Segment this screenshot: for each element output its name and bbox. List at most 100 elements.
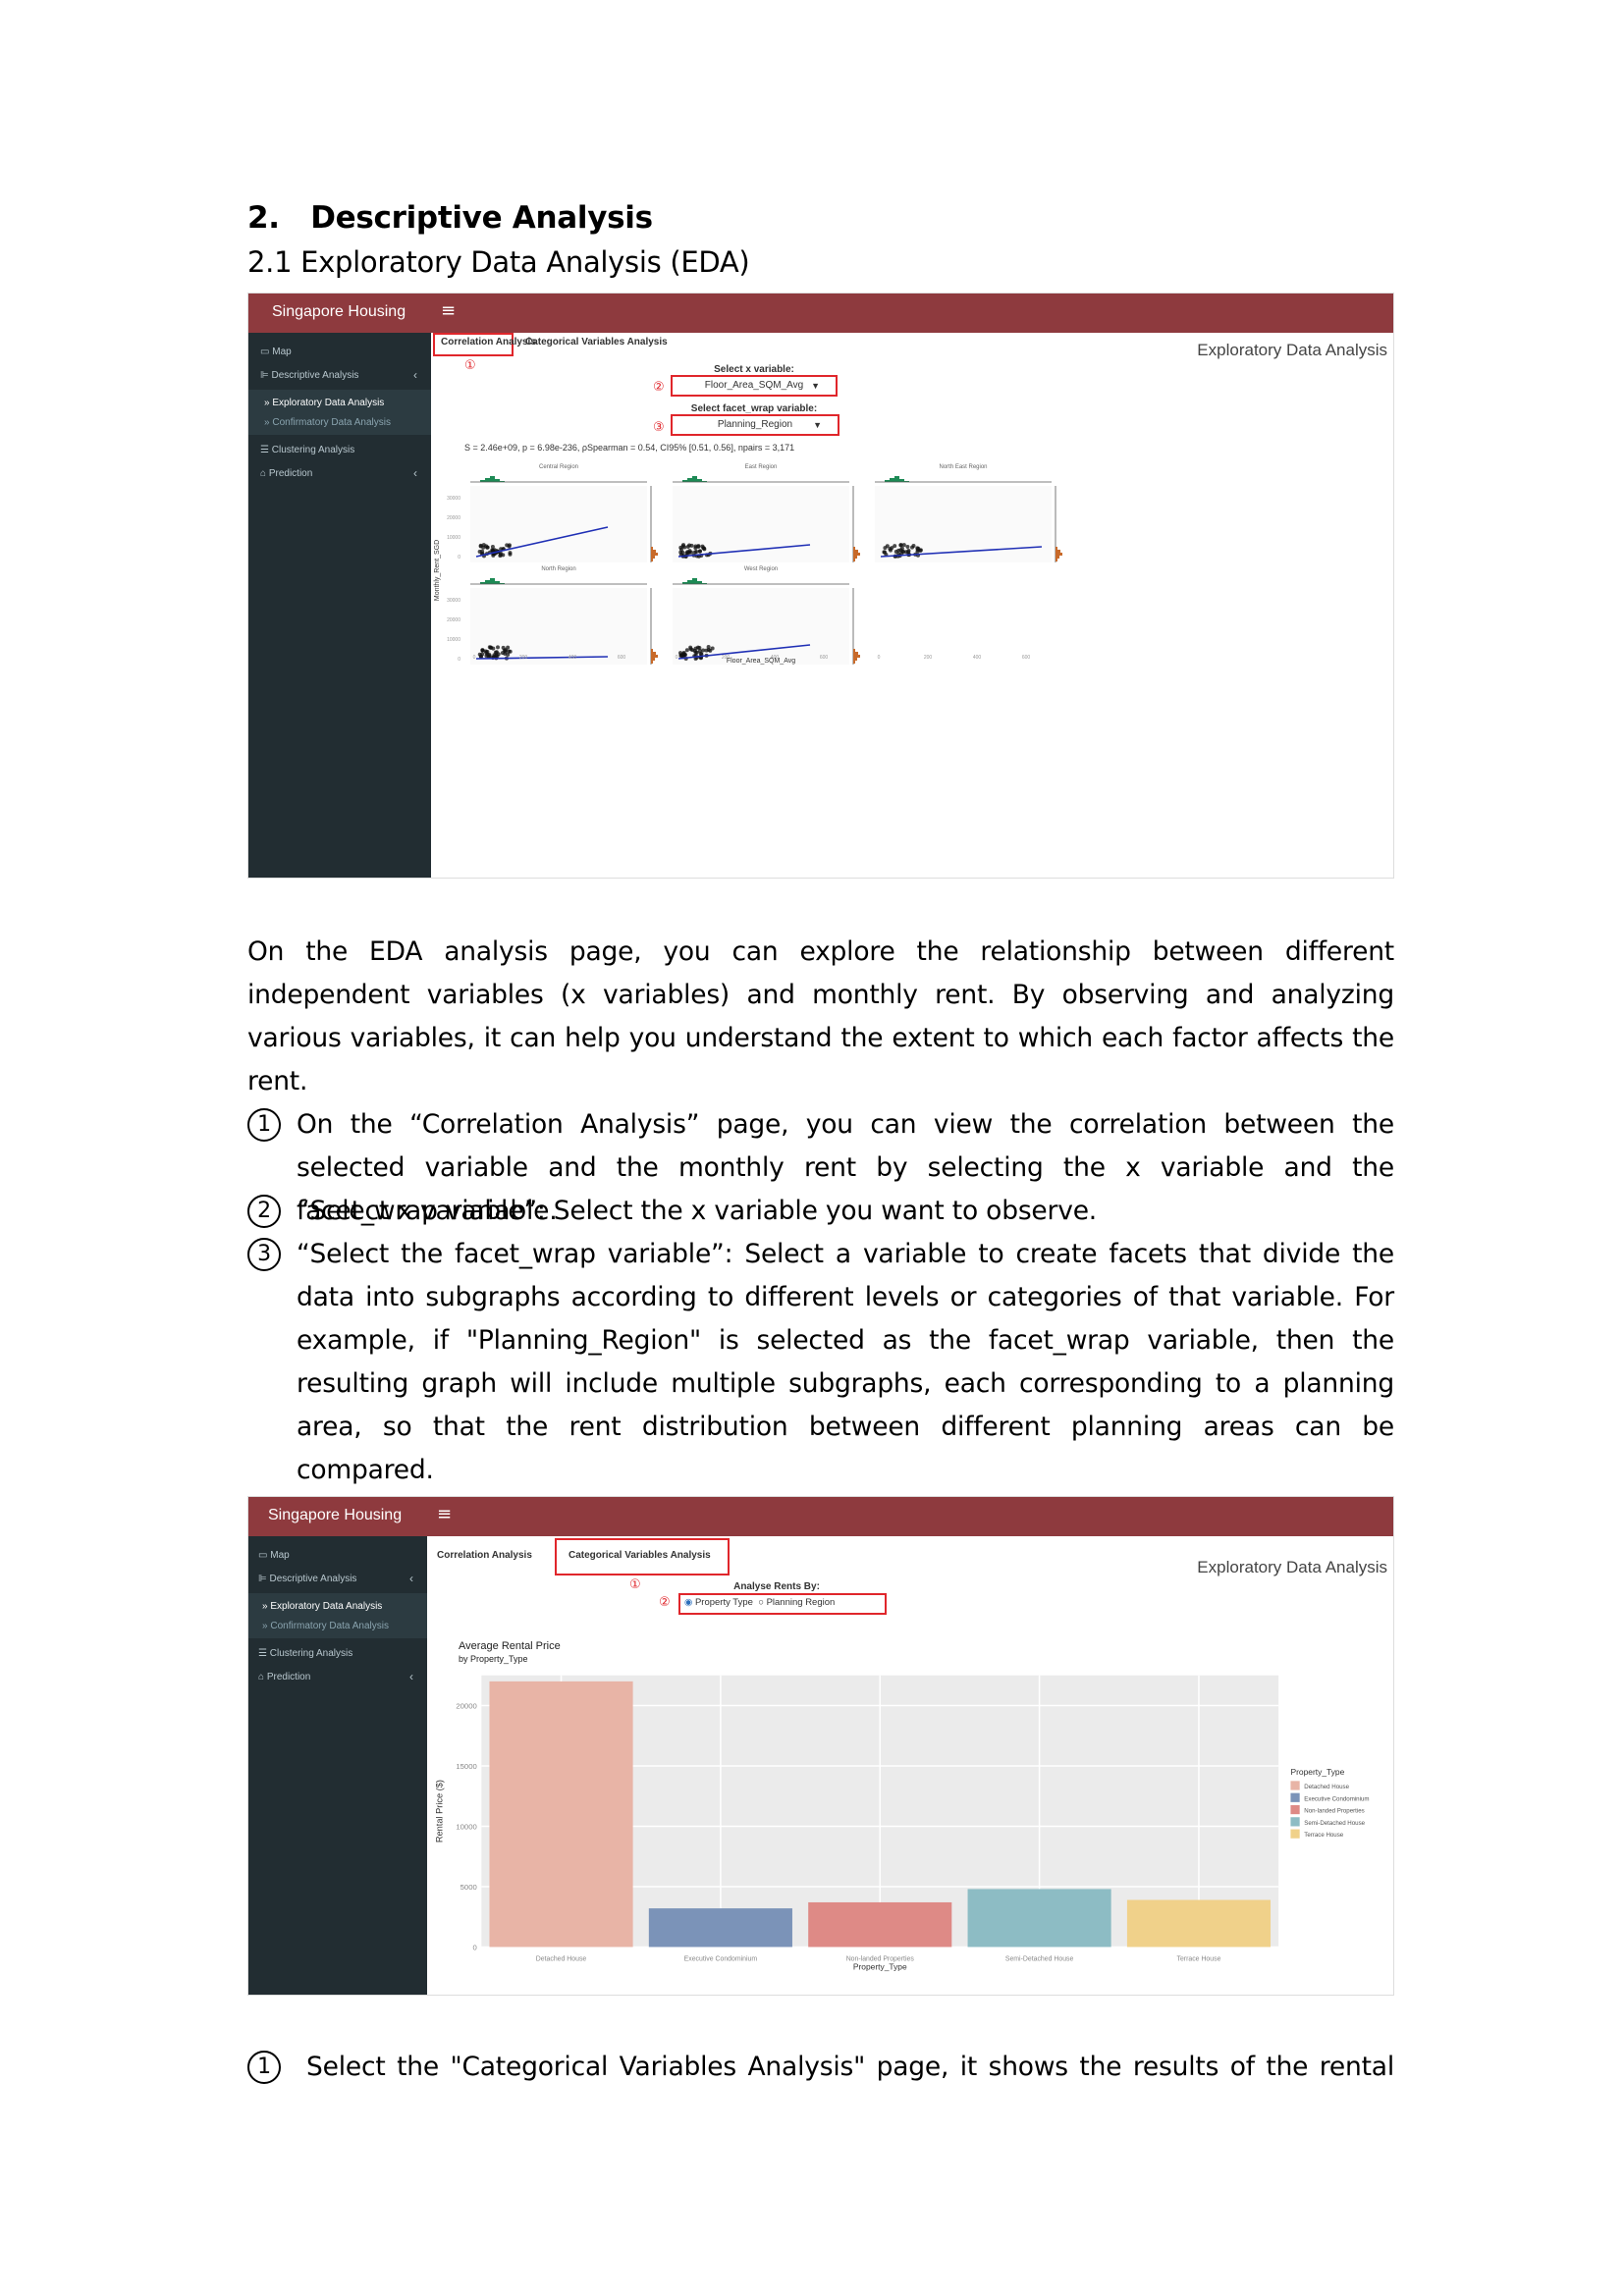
scatter-point	[485, 545, 490, 550]
scatter-point	[506, 652, 511, 657]
histogram-bar	[1056, 556, 1059, 559]
histogram-bar	[495, 581, 500, 584]
sidebar-item-eda[interactable]: » Exploratory Data Analysis	[264, 398, 385, 408]
radio-planning-region[interactable]: Planning Region	[766, 1597, 836, 1608]
scatter-point	[706, 645, 711, 650]
histogram-bar	[853, 658, 857, 661]
histogram-bar	[904, 481, 909, 482]
tab-correlation[interactable]: Correlation Analysis	[437, 1550, 532, 1561]
histogram-bar	[651, 550, 656, 553]
y-tick-label: 0	[472, 1944, 476, 1952]
scatter-facet-plot: Central Region East Region North East Regi…	[434, 464, 1062, 665]
radio-property-type[interactable]: Property Type	[694, 1597, 753, 1608]
sidebar-item-eda[interactable]: » Exploratory Data Analysis	[262, 1601, 383, 1612]
sidebar-item-descriptive[interactable]: ⊫ Descriptive Analysis	[260, 370, 359, 381]
radio-unchecked-icon[interactable]: ○	[758, 1597, 764, 1608]
scatter-point	[684, 551, 689, 556]
scatter-point	[487, 645, 492, 650]
histogram-bar	[682, 480, 687, 482]
legend-title: Property_Type	[1290, 1767, 1344, 1777]
scatter-point	[693, 650, 698, 655]
histogram-bar	[885, 480, 890, 482]
scatter-point	[692, 550, 697, 555]
legend-swatch	[1290, 1792, 1300, 1802]
menu-icon[interactable]: ≡	[437, 1504, 453, 1524]
app-topbar: Singapore Housing ≡	[248, 294, 1393, 333]
histogram-bar	[485, 478, 490, 482]
menu-icon[interactable]: ≡	[441, 300, 457, 321]
marker-2: ②	[659, 1595, 671, 1610]
list-item: 3 “Select the facet_wrap variable”: Sele…	[247, 1233, 1394, 1492]
screenshot-correlation: Singapore Housing ≡ ▭ Map ⊫ Descriptive …	[247, 293, 1394, 879]
histogram-bar	[651, 556, 655, 559]
histogram-bar	[702, 583, 707, 584]
histogram-bar	[651, 649, 653, 652]
tab-categorical[interactable]: Categorical Variables Analysis	[568, 1550, 711, 1561]
histogram-bar	[500, 481, 505, 482]
sidebar-item-prediction[interactable]: ⌂ Prediction	[258, 1672, 311, 1682]
sidebar-item-confirmatory[interactable]: » Confirmatory Data Analysis	[264, 417, 391, 428]
scatter-point	[690, 648, 695, 653]
radio-checked-icon[interactable]: ◉	[684, 1597, 693, 1608]
legend-entry: Non-landed Properties	[1304, 1808, 1364, 1815]
marker-2: ②	[653, 380, 665, 395]
histogram-bar	[687, 580, 692, 584]
x-tick-label: Executive Condominium	[684, 1955, 758, 1962]
regression-line	[677, 544, 811, 558]
page-title: Exploratory Data Analysis	[1197, 1558, 1387, 1576]
legend-swatch	[1290, 1804, 1300, 1815]
chevron-left-icon: ‹	[413, 368, 417, 382]
sidebar-item-map[interactable]: ▭ Map	[260, 347, 292, 357]
circled-number: 3	[247, 1238, 281, 1271]
scatter-point	[508, 551, 513, 556]
facet-title: West Region	[744, 566, 778, 572]
x-axis-label: Floor_Area_SQM_Avg	[727, 658, 795, 665]
y-tick-label: 0	[458, 555, 460, 561]
sidebar-item-clustering[interactable]: ☰ Clustering Analysis	[258, 1648, 353, 1659]
y-tick-label: 15000	[456, 1762, 476, 1771]
histogram-bar	[853, 550, 858, 553]
scatter-point	[698, 651, 703, 656]
scatter-point	[684, 648, 689, 653]
chevron-left-icon: ‹	[409, 1670, 413, 1683]
facet-title: North East Region	[939, 464, 987, 470]
list-item: 1 On the “Correlation Analysis” page, yo…	[247, 1103, 1394, 1233]
scatter-point	[704, 648, 709, 653]
y-tick-label: 30000	[447, 598, 460, 604]
histogram-bar	[651, 547, 653, 550]
x-variable-select[interactable]: Floor_Area_SQM_Avg ▼	[675, 376, 834, 398]
bar	[648, 1908, 792, 1948]
sidebar-item-prediction[interactable]: ⌂ Prediction	[260, 468, 313, 479]
y-tick-label: 10000	[447, 637, 460, 643]
y-tick-label: 10000	[447, 535, 460, 541]
histogram-bar	[702, 481, 707, 482]
scatter-point	[508, 649, 513, 654]
circled-number: 1	[247, 2051, 281, 2084]
chevron-left-icon: ‹	[413, 466, 417, 480]
facet-variable-select[interactable]: Planning_Region ▼	[675, 415, 836, 437]
legend-entry: Terrace House	[1304, 1832, 1344, 1839]
intro-paragraph: On the EDA analysis page, you can explor…	[247, 936, 1394, 1096]
scatter-point	[491, 553, 496, 558]
histogram-bar	[894, 476, 899, 482]
app-sidebar: ▭ Map ⊫ Descriptive Analysis ‹ » Explora…	[248, 333, 431, 878]
sidebar-item-clustering[interactable]: ☰ Clustering Analysis	[260, 445, 355, 455]
highlight-box	[671, 375, 838, 397]
sidebar-item-map[interactable]: ▭ Map	[258, 1550, 290, 1561]
scatter-point	[484, 650, 489, 655]
x-tick-label: Terrace House	[1177, 1955, 1221, 1962]
regression-line	[475, 526, 609, 558]
app-brand: Singapore Housing	[272, 303, 406, 320]
regression-line	[880, 546, 1043, 558]
sidebar-item-confirmatory[interactable]: » Confirmatory Data Analysis	[262, 1621, 389, 1631]
analyse-by-radio-group: ◉ Property Type ○ Planning Region	[684, 1597, 835, 1608]
tab-categorical[interactable]: Categorical Variables Analysis	[525, 337, 668, 347]
tab-correlation[interactable]: Correlation Analysis	[441, 337, 536, 347]
histogram-bar	[853, 661, 855, 664]
sidebar-item-descriptive[interactable]: ⊫ Descriptive Analysis	[258, 1574, 357, 1584]
scatter-point	[901, 543, 906, 548]
histogram-bar	[682, 582, 687, 584]
x-tick-label: 200	[519, 655, 528, 661]
x-tick-label: Non-landed Properties	[846, 1955, 915, 1962]
scatter-point	[697, 549, 702, 554]
